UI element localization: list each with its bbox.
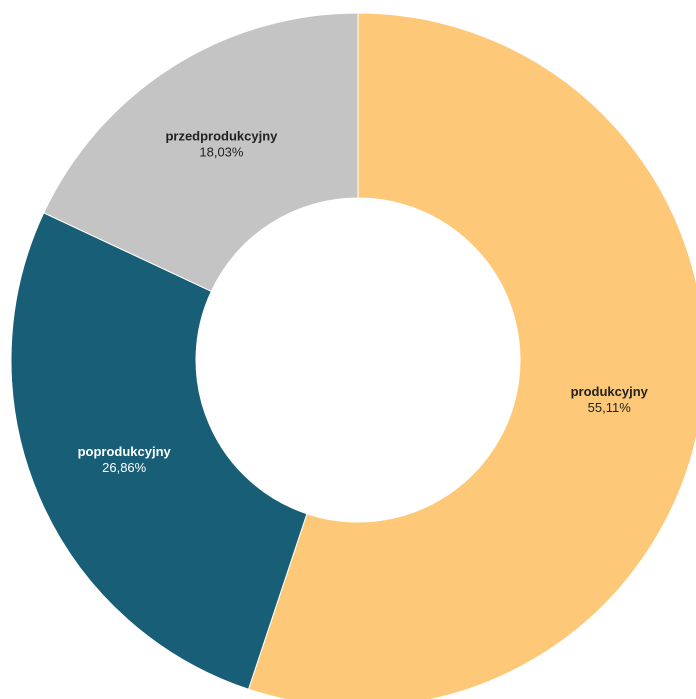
slice-value-label: 26,86% xyxy=(102,460,147,475)
slice-label: poprodukcyjny xyxy=(78,444,172,459)
donut-slice xyxy=(43,12,359,292)
donut-slice xyxy=(10,212,308,690)
slice-value-label: 18,03% xyxy=(199,145,244,160)
donut-slice xyxy=(247,12,696,699)
slice-label: produkcyjny xyxy=(571,384,649,399)
slice-label: przedprodukcyjny xyxy=(165,129,278,144)
slice-value-label: 55,11% xyxy=(588,400,632,415)
